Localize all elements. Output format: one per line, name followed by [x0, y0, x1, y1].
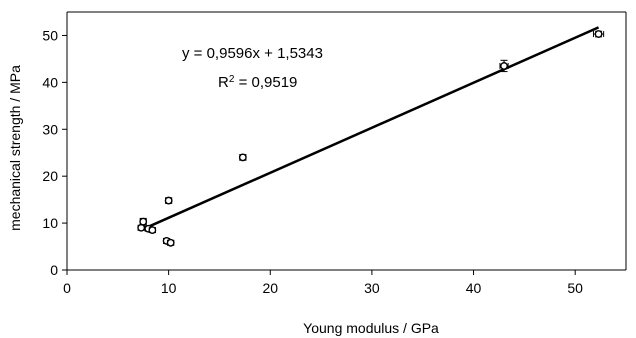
y-tick-label: 50 — [42, 27, 58, 43]
trendline — [140, 26, 600, 232]
r-squared-symbol: R — [218, 74, 229, 91]
point-marker — [594, 30, 603, 38]
point-marker — [500, 62, 508, 70]
trendline-equation: y = 0,9596x + 1,5343 — [182, 45, 323, 62]
x-tick-label: 0 — [63, 280, 71, 296]
trendline-layer — [140, 26, 600, 232]
data-points — [137, 30, 605, 247]
axes — [66, 11, 627, 271]
x-tick-label: 40 — [466, 280, 482, 296]
y-tick-label: 40 — [42, 74, 58, 90]
data-point — [166, 238, 175, 247]
point-marker — [238, 153, 247, 162]
r-squared-superscript: 2 — [229, 74, 235, 85]
point-marker — [139, 217, 148, 226]
x-tick-label: 50 — [567, 280, 583, 296]
data-point — [139, 217, 148, 226]
y-tick-label: 20 — [42, 168, 58, 184]
y-tick-label: 10 — [42, 215, 58, 231]
r-squared-label: R2 = 0,9519 — [218, 74, 297, 92]
x-tick-label: 20 — [262, 280, 278, 296]
y-tick-label: 0 — [50, 262, 58, 278]
x-tick-label: 30 — [364, 280, 380, 296]
point-marker — [166, 238, 175, 247]
ticks: 0 10 20 30 40 50 0 10 20 30 40 50 — [42, 27, 583, 296]
y-tick-label: 30 — [42, 121, 58, 137]
x-axis-title: Young modulus / GPa — [303, 320, 439, 336]
point-marker — [148, 226, 157, 235]
data-point — [592, 30, 605, 38]
r-squared-value: = 0,9519 — [234, 74, 297, 91]
y-axis-title: mechanical strength / MPa — [7, 65, 23, 231]
x-tick-label: 10 — [161, 280, 177, 296]
data-point — [499, 59, 509, 73]
data-point — [148, 226, 157, 235]
point-marker — [164, 196, 173, 205]
data-point — [164, 196, 173, 205]
data-point — [238, 153, 247, 162]
